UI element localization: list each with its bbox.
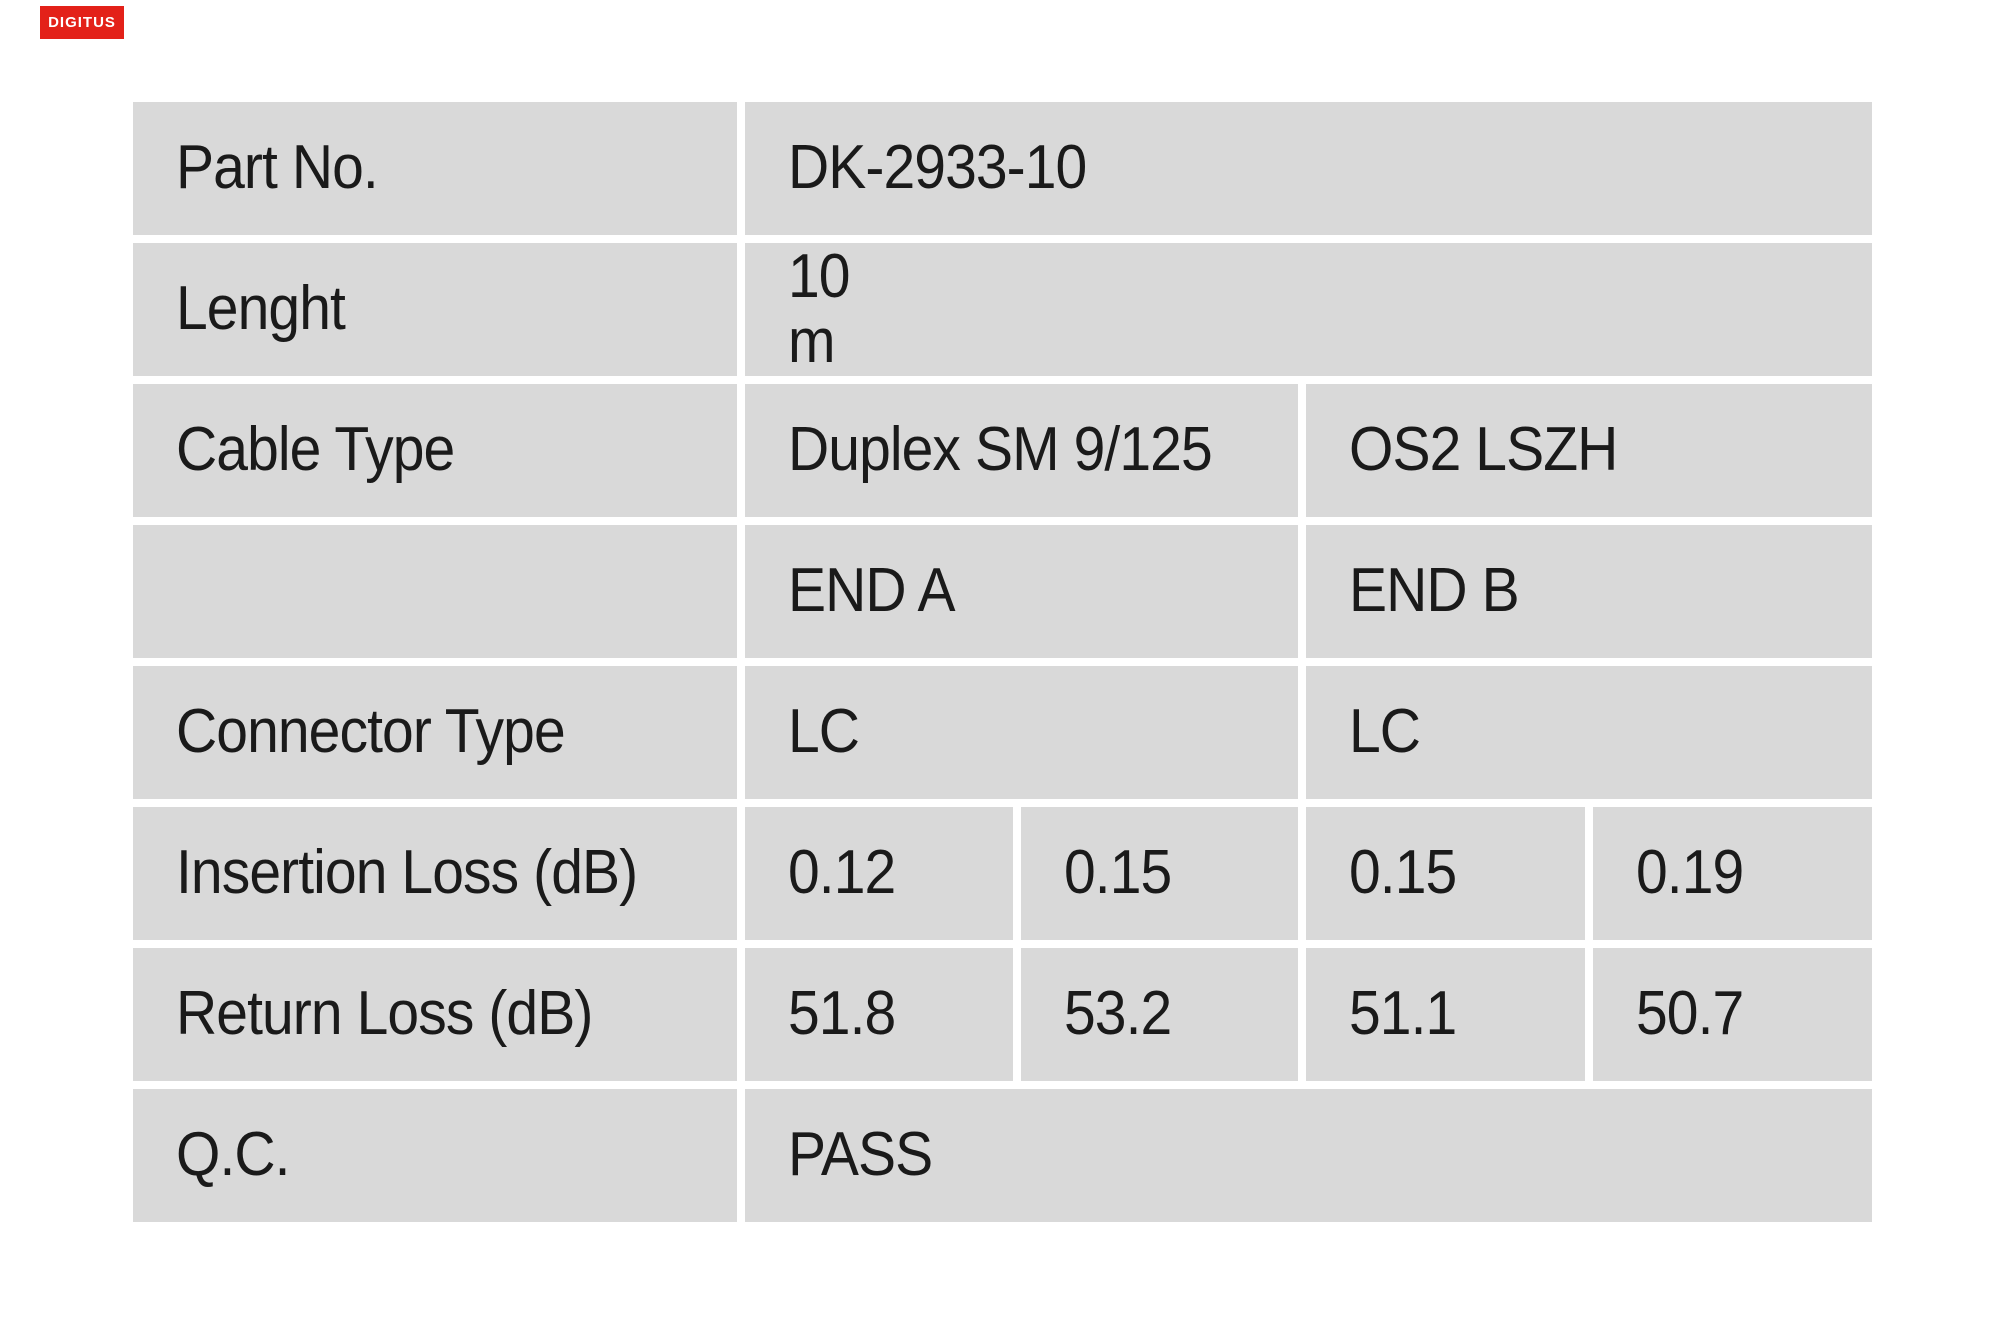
qc-label-cell: Q.C. [133, 1089, 737, 1222]
connector-type-label: Connector Type [176, 697, 566, 767]
connector-type-end-b: LC [1349, 697, 1421, 767]
return-loss-end-a1: 51.8 [788, 979, 896, 1049]
end-a-header-cell: END A [745, 525, 1298, 658]
qc-value-cell: PASS [745, 1089, 1872, 1222]
return-loss-end-b1-cell: 51.1 [1306, 948, 1585, 1081]
end-a-header: END A [788, 556, 955, 626]
return-loss-end-b1: 51.1 [1349, 979, 1457, 1049]
insertion-loss-end-a1-cell: 0.12 [745, 807, 1013, 940]
row-length: Lenght 10 m [133, 243, 1872, 376]
qc-table: Part No. DK-2933-10 Lenght 10 m Cable Ty… [133, 102, 1872, 1222]
length-value: 10 m [788, 243, 851, 376]
insertion-loss-end-b1-cell: 0.15 [1306, 807, 1585, 940]
length-value-cell: 10 m [745, 243, 1872, 376]
row-part-no: Part No. DK-2933-10 [133, 102, 1872, 235]
return-loss-end-b2-cell: 50.7 [1593, 948, 1872, 1081]
row-qc: Q.C. PASS [133, 1089, 1872, 1222]
part-no-value-cell: DK-2933-10 [745, 102, 1872, 235]
return-loss-end-a2-cell: 53.2 [1021, 948, 1298, 1081]
cable-type-end-b-cell: OS2 LSZH [1306, 384, 1872, 517]
qc-label: Q.C. [176, 1120, 291, 1190]
return-loss-end-a1-cell: 51.8 [745, 948, 1013, 1081]
length-label-cell: Lenght [133, 243, 737, 376]
cable-type-label: Cable Type [176, 415, 455, 485]
connector-type-end-b-cell: LC [1306, 666, 1872, 799]
insertion-loss-end-a1: 0.12 [788, 838, 896, 908]
connector-type-end-a: LC [788, 697, 860, 767]
connector-type-label-cell: Connector Type [133, 666, 737, 799]
insertion-loss-end-b2-cell: 0.19 [1593, 807, 1872, 940]
length-label: Lenght [176, 274, 346, 344]
end-b-header-cell: END B [1306, 525, 1872, 658]
part-no-value: DK-2933-10 [788, 133, 1087, 203]
row-connector-type: Connector Type LC LC [133, 666, 1872, 799]
ends-header-empty-cell [133, 525, 737, 658]
cable-type-end-a: Duplex SM 9/125 [788, 415, 1213, 485]
insertion-loss-end-b2: 0.19 [1636, 838, 1744, 908]
qc-value: PASS [788, 1120, 933, 1190]
end-b-header: END B [1349, 556, 1520, 626]
insertion-loss-end-a2-cell: 0.15 [1021, 807, 1298, 940]
return-loss-end-a2: 53.2 [1064, 979, 1172, 1049]
connector-type-end-a-cell: LC [745, 666, 1298, 799]
cable-type-end-b: OS2 LSZH [1349, 415, 1618, 485]
insertion-loss-end-a2: 0.15 [1064, 838, 1172, 908]
part-no-label: Part No. [176, 133, 379, 203]
return-loss-end-b2: 50.7 [1636, 979, 1744, 1049]
insertion-loss-end-b1: 0.15 [1349, 838, 1457, 908]
row-ends-header: END A END B [133, 525, 1872, 658]
row-return-loss: Return Loss (dB) 51.8 53.2 51.1 50.7 [133, 948, 1872, 1081]
part-no-label-cell: Part No. [133, 102, 737, 235]
cable-type-label-cell: Cable Type [133, 384, 737, 517]
cable-type-end-a-cell: Duplex SM 9/125 [745, 384, 1298, 517]
insertion-loss-label-cell: Insertion Loss (dB) [133, 807, 737, 940]
return-loss-label-cell: Return Loss (dB) [133, 948, 737, 1081]
row-cable-type: Cable Type Duplex SM 9/125 OS2 LSZH [133, 384, 1872, 517]
digitus-logo-text: DIGITUS [48, 14, 116, 31]
digitus-logo: DIGITUS [40, 6, 124, 39]
insertion-loss-label: Insertion Loss (dB) [176, 838, 638, 908]
return-loss-label: Return Loss (dB) [176, 979, 593, 1049]
row-insertion-loss: Insertion Loss (dB) 0.12 0.15 0.15 0.19 [133, 807, 1872, 940]
